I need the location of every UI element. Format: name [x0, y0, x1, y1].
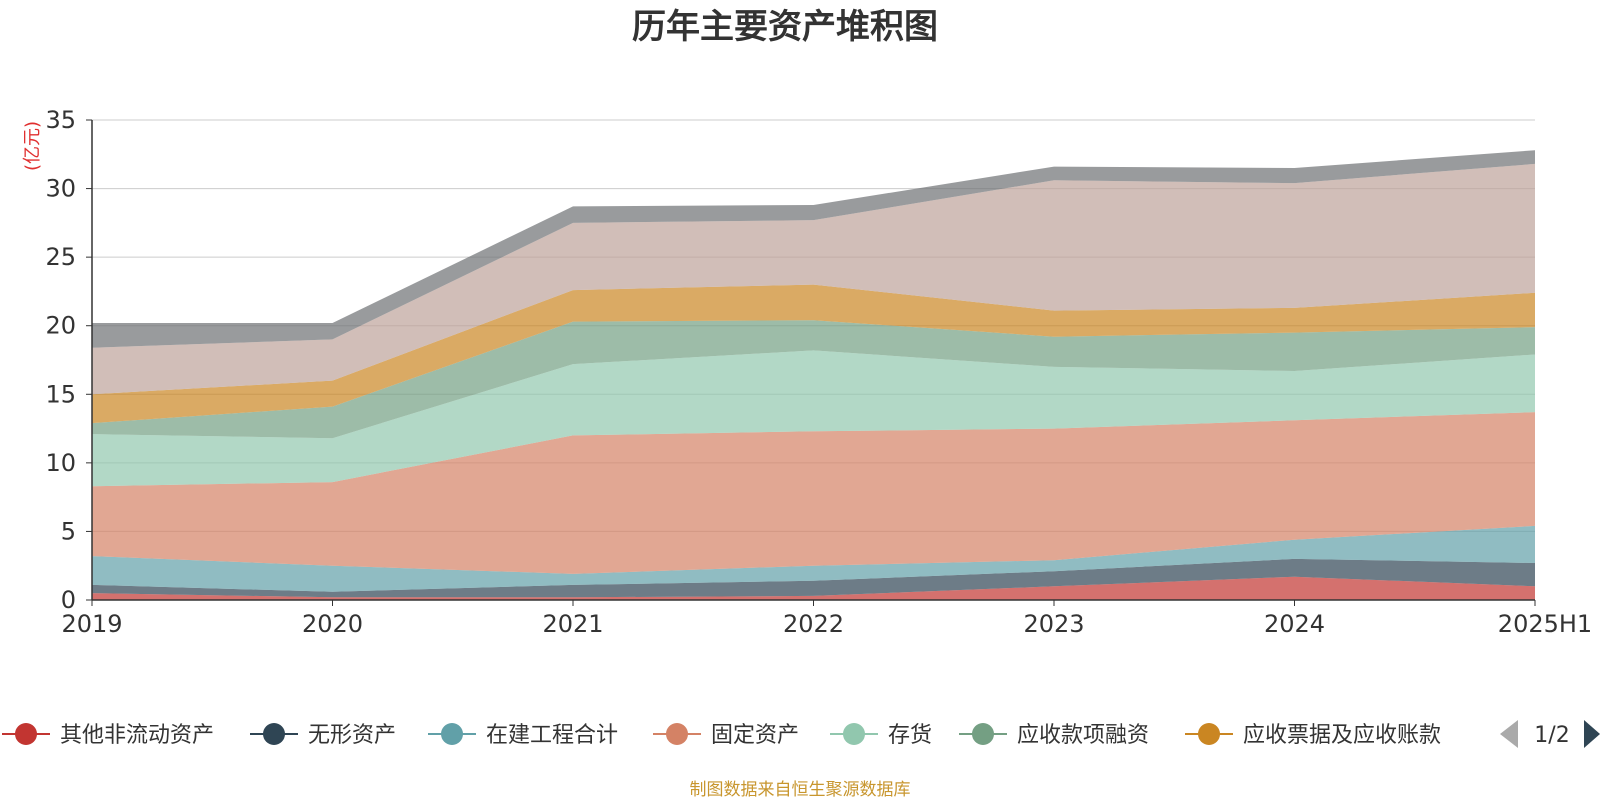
x-tick-label: 2019: [61, 610, 122, 638]
legend-item[interactable]: 应收票据及应收账款: [1185, 723, 1441, 748]
legend-marker: [263, 723, 285, 745]
legend-label: 存货: [888, 723, 932, 748]
legend[interactable]: 其他非流动资产 无形资产 在建工程合计 固定资产 存货 应收款项融资 应收票据及应收账款: [2, 723, 1441, 748]
y-tick-label: 0: [61, 586, 76, 614]
series-areas: [92, 150, 1535, 600]
y-tick-label: 15: [45, 380, 76, 408]
legend-label: 无形资产: [308, 723, 396, 748]
series-area-4: [92, 350, 1535, 487]
prev-page-icon[interactable]: [1500, 720, 1518, 748]
legend-marker: [666, 723, 688, 745]
series-area-0: [92, 576, 1535, 600]
legend-label: 应收票据及应收账款: [1243, 723, 1441, 748]
legend-marker: [1198, 723, 1220, 745]
axes: 0 5 10 15 20 25 30 35 2019 2020 2021 2022 2023 2024 20…: [45, 106, 1592, 638]
series-area-2: [92, 525, 1535, 592]
legend-item[interactable]: 在建工程合计: [428, 723, 618, 748]
legend-label: 其他非流动资产: [60, 723, 214, 748]
legend-marker: [843, 723, 865, 745]
legend-marker: [441, 723, 463, 745]
x-tick-label: 2024: [1264, 610, 1325, 638]
legend-pager: 1/2: [1500, 720, 1600, 748]
data-source-note: 制图数据来自恒生聚源数据库: [690, 780, 911, 800]
series-area-7: [92, 163, 1535, 395]
series-area-6: [92, 284, 1535, 424]
legend-item[interactable]: 无形资产: [250, 723, 396, 748]
series-area-5: [92, 320, 1535, 439]
series-area-8: [92, 150, 1535, 348]
y-tick-label: 20: [45, 312, 76, 340]
legend-item[interactable]: 固定资产: [653, 723, 799, 748]
legend-label: 在建工程合计: [486, 723, 618, 748]
legend-label: 固定资产: [711, 723, 799, 748]
x-tick-label: 2021: [542, 610, 603, 638]
legend-page-indicator: 1/2: [1534, 723, 1569, 748]
x-tick-label: 2020: [302, 610, 363, 638]
x-tick-label: 2022: [783, 610, 844, 638]
y-tick-label: 30: [45, 175, 76, 203]
series-area-1: [92, 558, 1535, 598]
series-area-3: [92, 412, 1535, 574]
legend-item[interactable]: 应收款项融资: [959, 723, 1149, 748]
x-tick-label: 2025H1: [1498, 610, 1592, 638]
y-tick-label: 10: [45, 449, 76, 477]
legend-marker: [15, 723, 37, 745]
legend-item[interactable]: 存货: [830, 723, 932, 748]
legend-item[interactable]: 其他非流动资产: [2, 723, 214, 748]
y-tick-label: 5: [61, 517, 76, 545]
x-tick-label: 2023: [1023, 610, 1084, 638]
y-tick-label: 35: [45, 106, 76, 134]
legend-label: 应收款项融资: [1017, 723, 1149, 748]
y-tick-label: 25: [45, 243, 76, 271]
next-page-icon[interactable]: [1584, 720, 1600, 748]
legend-marker: [972, 723, 994, 745]
y-axis-label: (亿元): [22, 121, 43, 171]
chart-title: 历年主要资产堆积图: [632, 7, 938, 47]
